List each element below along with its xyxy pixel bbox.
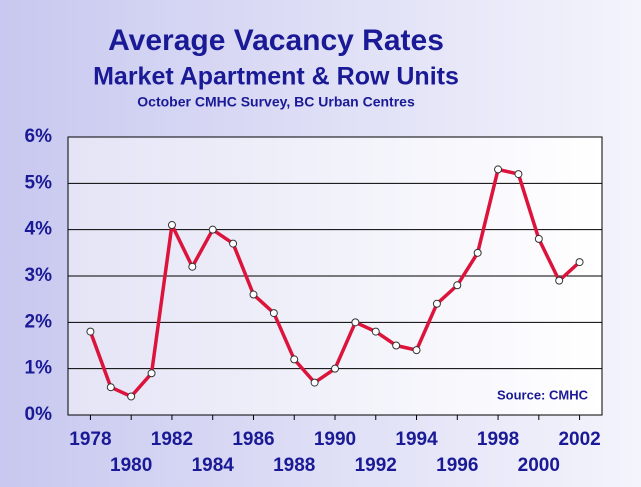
point xyxy=(269,309,278,318)
x-tick-label: 2002 xyxy=(558,429,600,450)
point xyxy=(229,239,238,248)
point xyxy=(473,248,482,257)
x-tick-label: 1980 xyxy=(110,455,152,476)
point xyxy=(432,299,441,308)
point xyxy=(494,165,503,174)
point xyxy=(371,327,380,336)
point xyxy=(453,281,462,290)
x-tick-label: 1984 xyxy=(192,455,235,476)
point xyxy=(514,170,523,179)
y-tick-label: 6% xyxy=(25,126,53,147)
y-tick-label: 5% xyxy=(25,172,53,193)
y-tick-label: 2% xyxy=(25,311,53,332)
point xyxy=(351,318,360,327)
point xyxy=(392,341,401,350)
x-tick-label: 1996 xyxy=(436,455,478,476)
point xyxy=(412,346,421,355)
chart-subtitle: Market Apartment & Row Units xyxy=(93,63,459,91)
point xyxy=(167,221,176,230)
y-tick-label: 4% xyxy=(25,219,53,240)
point xyxy=(86,327,95,336)
x-tick-label: 1994 xyxy=(395,429,438,450)
point xyxy=(106,383,115,392)
chart-subsubtitle: October CMHC Survey, BC Urban Centres xyxy=(137,94,415,110)
y-tick-label: 1% xyxy=(25,358,53,379)
x-tick-label: 2000 xyxy=(518,455,560,476)
x-tick-label: 1992 xyxy=(355,455,397,476)
point xyxy=(310,378,319,387)
point xyxy=(290,355,299,364)
point xyxy=(555,276,564,285)
point xyxy=(208,225,217,234)
x-tick-label: 1978 xyxy=(69,429,111,450)
point xyxy=(147,369,156,378)
point xyxy=(575,258,584,267)
point xyxy=(249,290,258,299)
point xyxy=(331,364,339,373)
y-tick-label: 0% xyxy=(25,404,53,425)
x-tick-label: 1998 xyxy=(477,429,519,450)
annotation: Source: CMHC xyxy=(497,387,589,402)
point xyxy=(127,392,136,401)
x-tick-label: 1982 xyxy=(151,429,193,450)
x-tick-label: 1988 xyxy=(273,455,315,476)
point xyxy=(534,234,543,243)
y-tick-label: 3% xyxy=(25,265,53,286)
chart-title: Average Vacancy Rates xyxy=(108,24,444,57)
x-tick-label: 1990 xyxy=(314,429,356,450)
point xyxy=(188,262,197,271)
x-tick-label: 1986 xyxy=(232,429,274,450)
